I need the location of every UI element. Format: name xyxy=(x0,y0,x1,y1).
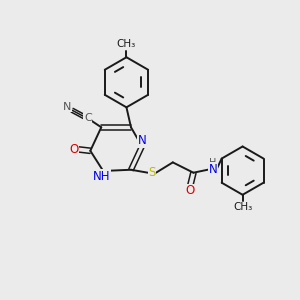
Text: N: N xyxy=(138,134,146,148)
Text: O: O xyxy=(185,184,194,197)
Text: H: H xyxy=(209,158,217,168)
Text: CH₃: CH₃ xyxy=(117,39,136,49)
Text: S: S xyxy=(148,166,156,179)
Text: N: N xyxy=(63,102,72,112)
Text: O: O xyxy=(69,143,78,156)
Text: NH: NH xyxy=(93,170,110,183)
Text: CH₃: CH₃ xyxy=(233,202,252,212)
Text: C: C xyxy=(84,112,92,123)
Text: N: N xyxy=(208,163,217,176)
